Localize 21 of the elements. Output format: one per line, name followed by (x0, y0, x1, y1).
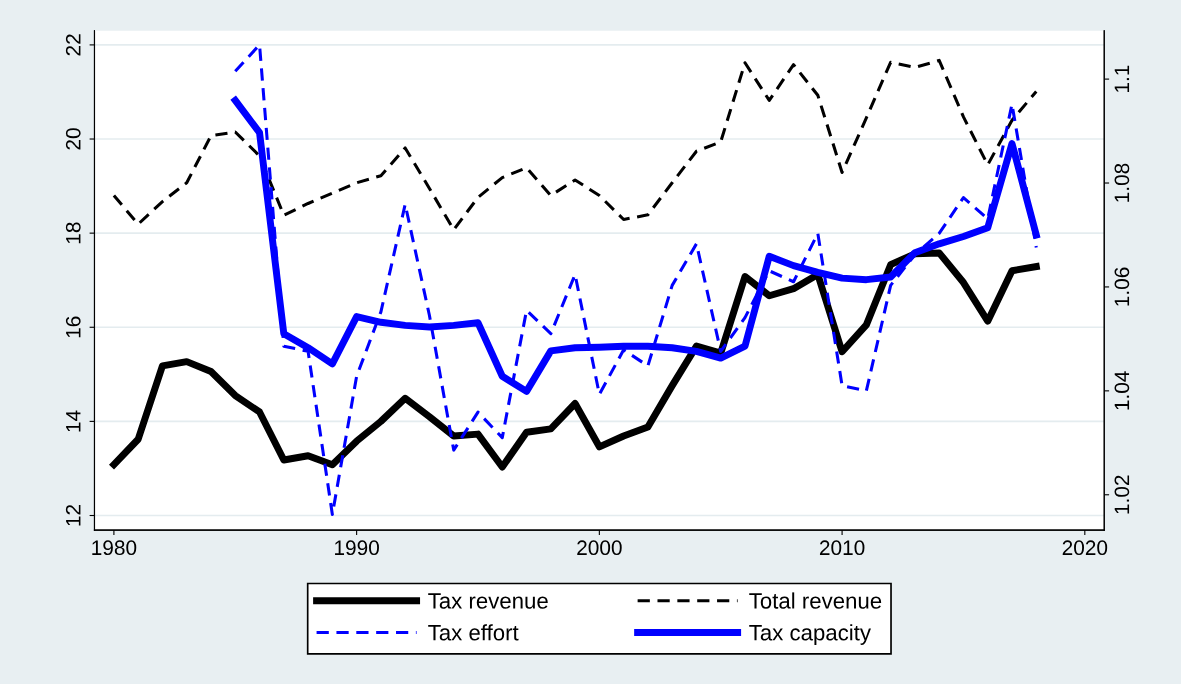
legend-label: Tax revenue (428, 593, 548, 609)
y2-tick-label: 1.1 (1114, 65, 1130, 92)
y2-tick-label: 1.02 (1114, 475, 1130, 514)
y-tick-label: 18 (65, 222, 81, 244)
x-tick-label: 1990 (335, 540, 379, 556)
y-tick-label: 20 (65, 128, 81, 150)
x-tick-label: 2000 (577, 540, 622, 556)
y-tick-label: 12 (65, 504, 81, 526)
legend-label: Total revenue (749, 592, 882, 609)
y2-tick-label: 1.06 (1114, 267, 1130, 306)
x-tick-label: 2020 (1062, 540, 1108, 556)
line-series (112, 58, 1038, 232)
y2-tick-label: 1.08 (1114, 163, 1130, 202)
y-tick-label: 22 (65, 34, 81, 56)
legend-label: Tax effort (428, 624, 519, 641)
y2-tick-label: 1.04 (1114, 371, 1130, 410)
y-tick-label: 16 (65, 316, 81, 338)
x-tick-label: 2010 (819, 540, 865, 556)
y-tick-label: 14 (66, 410, 81, 432)
x-tick-label: 1980 (92, 540, 137, 556)
legend-label: Tax capacity (749, 624, 871, 645)
